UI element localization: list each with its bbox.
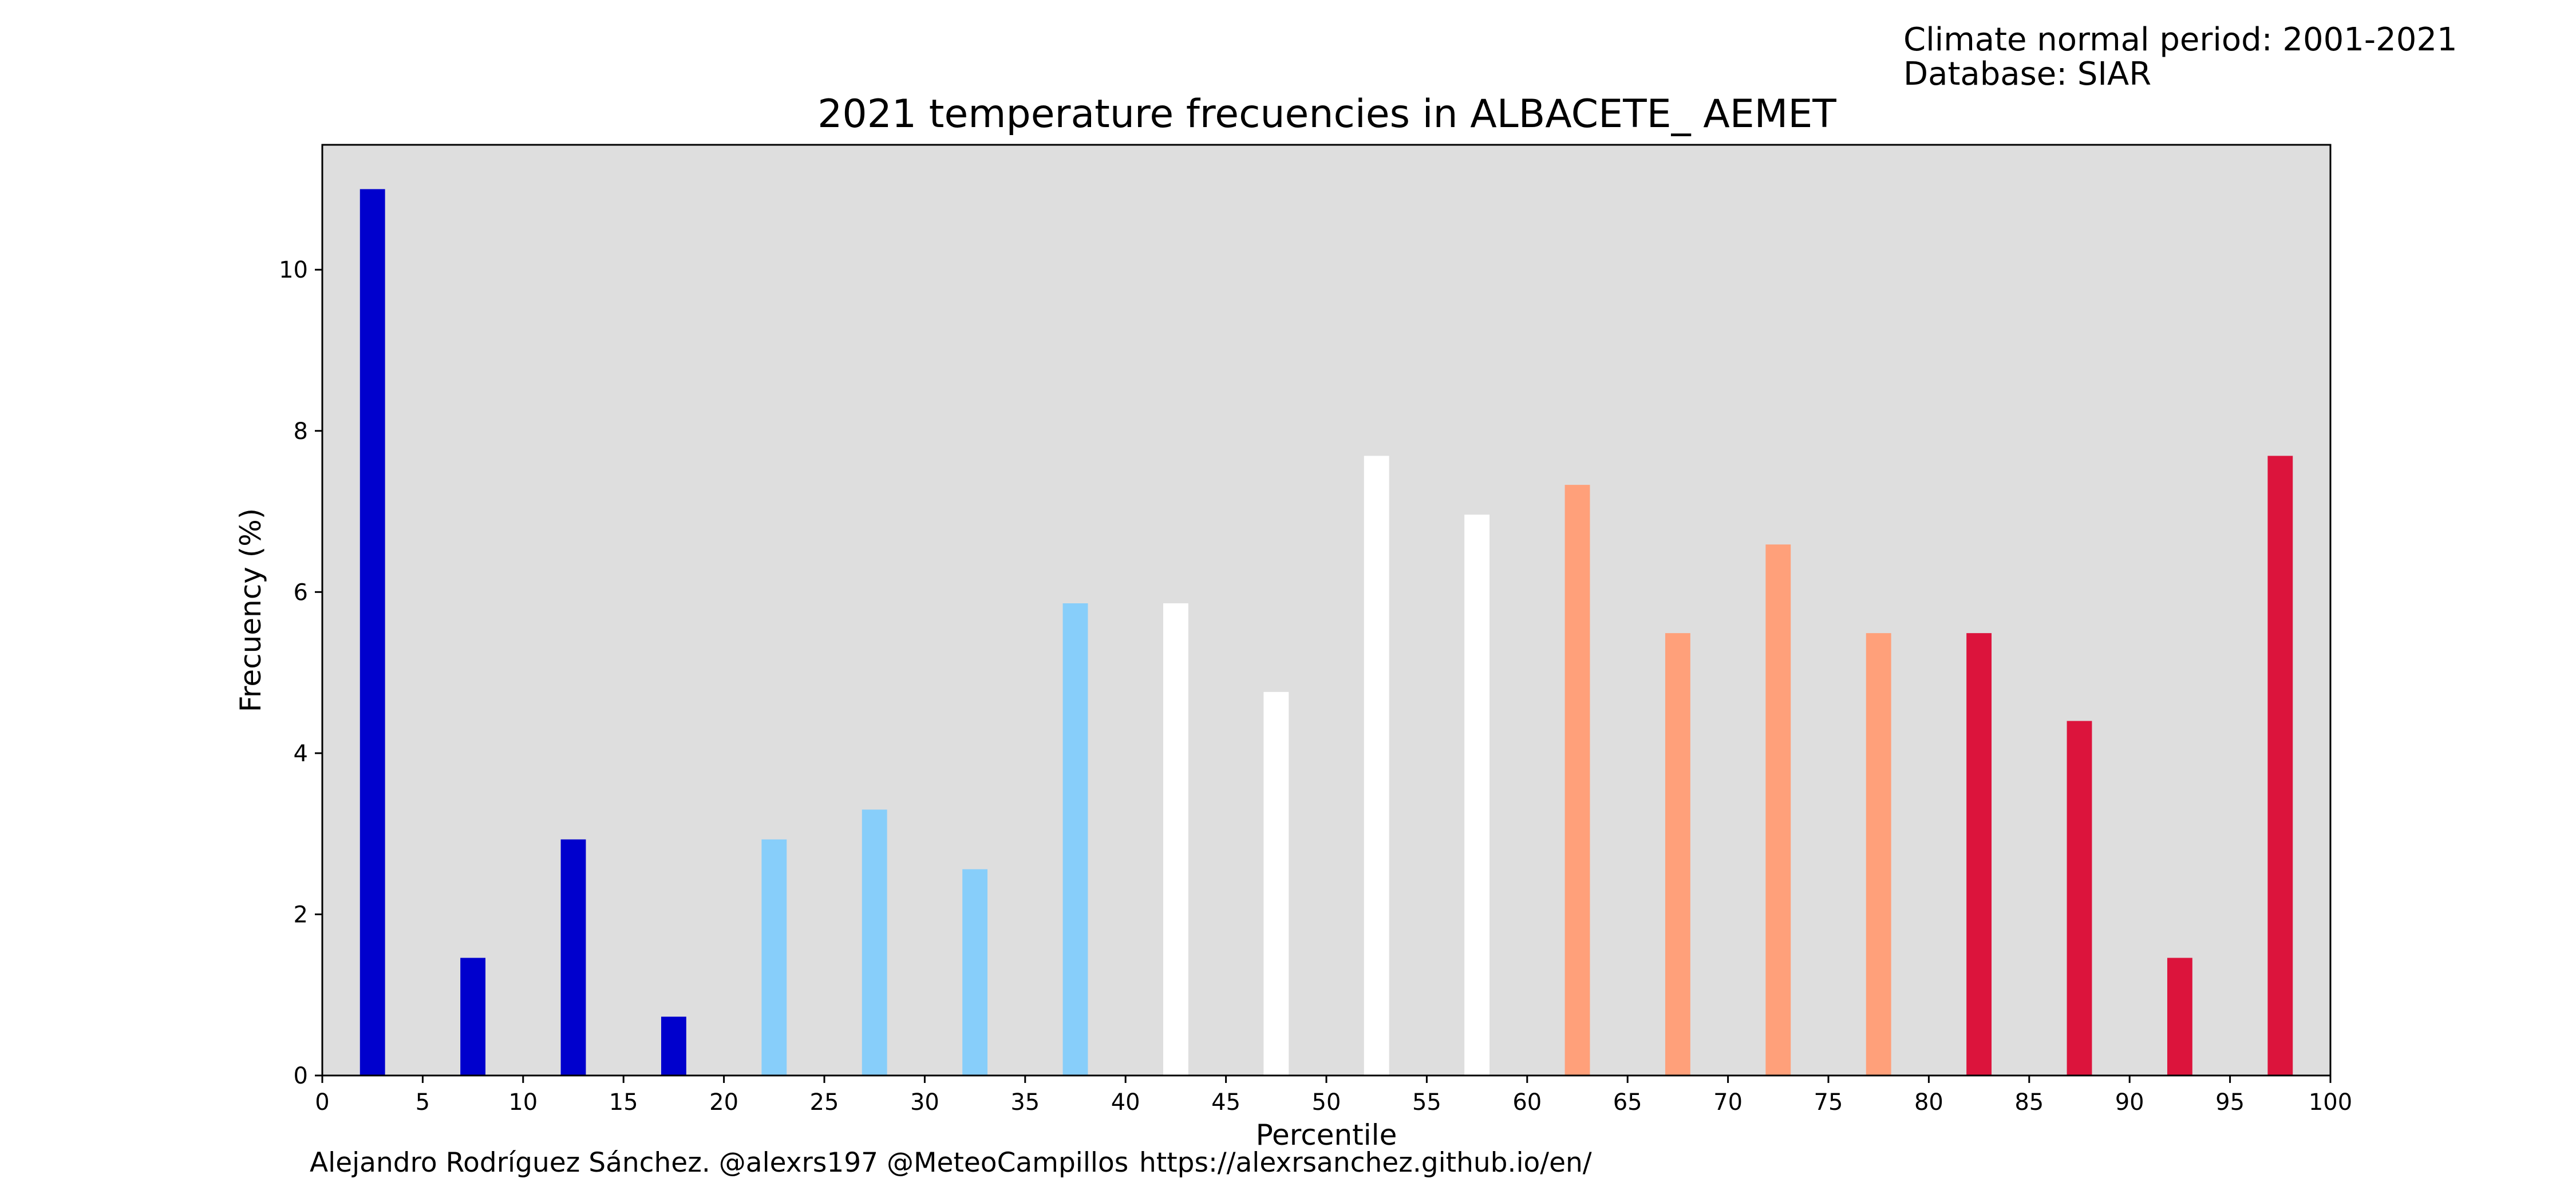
plot-area [322,145,2330,1076]
bar-percentile-77.5 [1866,633,1891,1076]
x-tick-label: 75 [1814,1089,1843,1116]
x-tick-label: 85 [2014,1089,2044,1116]
x-tick-label: 55 [1412,1089,1441,1116]
y-tick-label: 2 [294,902,308,928]
x-tick-label: 70 [1713,1089,1743,1116]
x-tick-label: 25 [810,1089,839,1116]
bar-percentile-42.5 [1163,603,1188,1076]
bar-percentile-62.5 [1564,485,1590,1076]
x-tick-label: 40 [1111,1089,1140,1116]
x-tick-label: 90 [2115,1089,2144,1116]
bars-group [359,189,2293,1076]
y-tick-label: 4 [294,741,308,767]
bar-percentile-97.5 [2267,456,2293,1076]
bar-percentile-52.5 [1364,456,1389,1076]
y-axis-label: Frecuency (%) [234,508,267,712]
y-tick-label: 8 [294,418,308,445]
x-tick-label: 80 [1914,1089,1943,1116]
bar-percentile-47.5 [1263,691,1289,1076]
bar-percentile-72.5 [1765,544,1791,1076]
bar-percentile-27.5 [862,809,887,1076]
x-tick-label: 45 [1211,1089,1240,1116]
author-credit: Alejandro Rodríguez Sánchez. @alexrs197 … [310,1147,1128,1179]
x-tick-label: 50 [1312,1089,1341,1116]
x-tick-label: 35 [1010,1089,1040,1116]
bar-percentile-82.5 [1966,633,1992,1076]
bar-percentile-57.5 [1464,515,1490,1076]
x-tick-label: 30 [910,1089,939,1116]
bar-percentile-37.5 [1062,603,1088,1076]
y-tick-label: 0 [294,1063,308,1089]
x-tick-label: 15 [609,1089,638,1116]
x-tick-label: 60 [1512,1089,1542,1116]
bar-percentile-2.5 [359,189,385,1076]
bar-percentile-22.5 [761,839,787,1076]
bar-percentile-17.5 [661,1017,686,1076]
x-tick-label: 10 [508,1089,538,1116]
bar-percentile-87.5 [2067,721,2092,1076]
x-tick-label: 20 [709,1089,738,1116]
y-tick-label: 10 [279,257,308,283]
x-tick-label: 100 [2309,1089,2352,1116]
y-tick-label: 6 [294,579,308,606]
x-tick-label: 0 [315,1089,329,1116]
bar-percentile-12.5 [560,839,586,1076]
chart-title: 2021 temperature frecuencies in ALBACETE… [817,92,1836,137]
bar-percentile-32.5 [962,869,988,1076]
database-note: Database: SIAR [1903,56,2151,93]
x-axis-label: Percentile [1256,1118,1397,1152]
bar-percentile-7.5 [460,958,486,1076]
x-axis-ticks: 0 5 10 15 20 25 30 35 40 45 50 55 60 65 70 75 80 85 90 95 10… [315,1076,2352,1116]
x-tick-label: 65 [1613,1089,1642,1116]
x-tick-label: 5 [416,1089,430,1116]
bar-percentile-92.5 [2167,958,2192,1076]
climate-period-note: Climate normal period: 2001-2021 [1903,21,2458,58]
website-url: https://alexrsanchez.github.io/en/ [1139,1147,1592,1179]
y-axis-ticks: 0 2 4 6 8 10 [279,257,322,1089]
x-tick-label: 95 [2215,1089,2245,1116]
bar-percentile-67.5 [1665,633,1690,1076]
